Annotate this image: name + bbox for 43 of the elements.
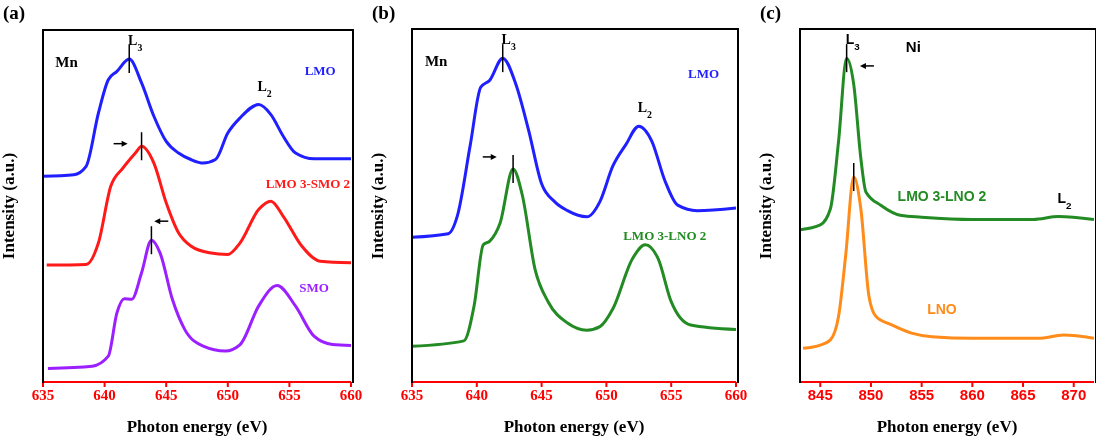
x-axis-title: Photon energy (eV): [126, 417, 268, 436]
x-tick-label: 645: [154, 386, 178, 403]
y-axis-title: Intensity (a.u.): [368, 152, 388, 259]
annotation: Mn: [424, 52, 449, 69]
x-tick-label: 850: [858, 385, 884, 403]
x-tick-label: 845: [807, 385, 833, 403]
series-label: LMO 3-LNO 2: [897, 187, 987, 204]
chart-title: (c): [760, 2, 782, 24]
x-tick-label: 870: [1061, 385, 1087, 403]
text: Ni: [905, 37, 921, 55]
x-tick-label: 660: [339, 386, 363, 403]
annotation: L$_{2}$: [1057, 189, 1073, 211]
annotation: L$_{2}$: [637, 100, 653, 120]
x-tick-label: 650: [595, 386, 618, 403]
series-label: SMO: [299, 279, 329, 295]
chart-title: (a): [3, 2, 26, 24]
x-tick-label: 635: [400, 386, 424, 403]
annotation: L$_{3}$: [128, 33, 143, 53]
x-tick-label: 650: [216, 386, 240, 403]
x-tick-label: 640: [93, 386, 116, 403]
x-axis-title: Photon energy (eV): [503, 417, 645, 436]
x-tick-label: 660: [724, 386, 748, 403]
text: LMO: [688, 65, 720, 81]
annotation: L$_{3}$: [845, 31, 861, 52]
x-tick-label: 645: [530, 386, 553, 403]
series-label: LMO 3-SMO 2: [265, 176, 351, 192]
x-tick-label: 655: [659, 386, 683, 403]
chart-title: (b): [372, 2, 396, 24]
y-axis-title: Intensity (a.u.): [0, 152, 19, 260]
x-tick-label: 860: [959, 385, 985, 403]
x-tick-label: 865: [1010, 385, 1036, 403]
annotation: L$_{3}$: [501, 32, 516, 52]
x-tick-label: 635: [31, 386, 55, 403]
x-axis-title: Photon energy (eV): [876, 417, 1018, 436]
x-tick-label: 855: [909, 385, 935, 403]
annotation: Mn: [55, 53, 79, 70]
annotation: L$_{2}$: [257, 78, 272, 99]
y-axis-title: Intensity (a.u.): [756, 152, 776, 259]
series-label: LNO: [927, 300, 957, 317]
x-tick-label: 640: [465, 386, 489, 403]
x-tick-label: 655: [278, 386, 301, 403]
text: LMO: [304, 63, 336, 79]
series-label: LMO 3-LNO 2: [623, 227, 707, 243]
